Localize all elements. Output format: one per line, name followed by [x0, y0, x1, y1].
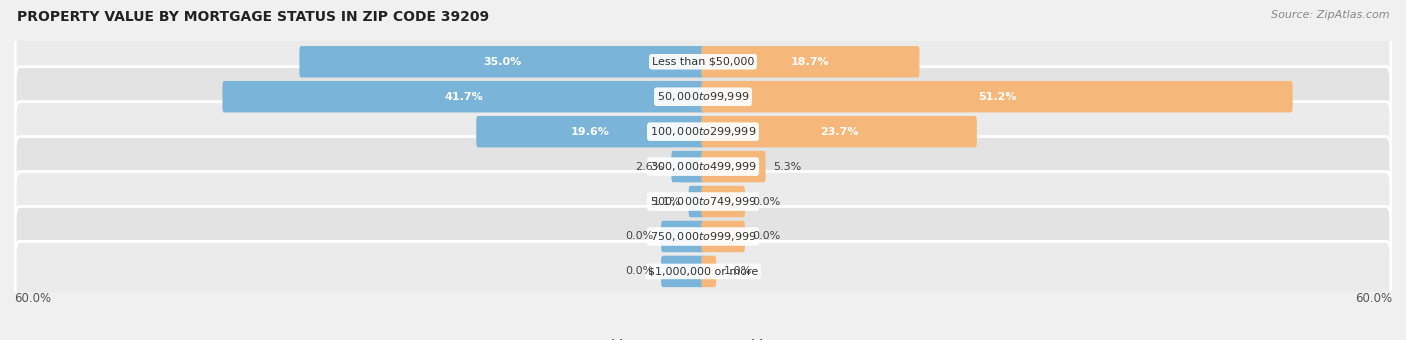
Text: 1.0%: 1.0% [724, 267, 752, 276]
Text: Source: ZipAtlas.com: Source: ZipAtlas.com [1271, 10, 1389, 20]
FancyBboxPatch shape [15, 171, 1391, 232]
FancyBboxPatch shape [702, 151, 766, 182]
Text: 60.0%: 60.0% [1355, 292, 1392, 305]
Text: 35.0%: 35.0% [482, 57, 522, 67]
Text: 0.0%: 0.0% [752, 197, 780, 206]
FancyBboxPatch shape [15, 206, 1391, 267]
Text: 5.3%: 5.3% [773, 162, 801, 172]
Text: 41.7%: 41.7% [444, 92, 484, 102]
FancyBboxPatch shape [702, 116, 977, 147]
Text: $300,000 to $499,999: $300,000 to $499,999 [650, 160, 756, 173]
FancyBboxPatch shape [702, 221, 745, 252]
FancyBboxPatch shape [15, 102, 1391, 162]
FancyBboxPatch shape [222, 81, 704, 113]
FancyBboxPatch shape [702, 256, 716, 287]
Text: Less than $50,000: Less than $50,000 [652, 57, 754, 67]
FancyBboxPatch shape [702, 186, 745, 217]
Text: 51.2%: 51.2% [977, 92, 1017, 102]
FancyBboxPatch shape [15, 67, 1391, 127]
Text: 18.7%: 18.7% [792, 57, 830, 67]
FancyBboxPatch shape [15, 241, 1391, 302]
Text: $100,000 to $299,999: $100,000 to $299,999 [650, 125, 756, 138]
FancyBboxPatch shape [689, 186, 704, 217]
Text: $1,000,000 or more: $1,000,000 or more [648, 267, 758, 276]
FancyBboxPatch shape [299, 46, 704, 78]
Legend: Without Mortgage, With Mortgage: Without Mortgage, With Mortgage [574, 335, 832, 340]
Text: $500,000 to $749,999: $500,000 to $749,999 [650, 195, 756, 208]
Text: $750,000 to $999,999: $750,000 to $999,999 [650, 230, 756, 243]
FancyBboxPatch shape [15, 137, 1391, 197]
Text: 1.1%: 1.1% [652, 197, 681, 206]
Text: 60.0%: 60.0% [14, 292, 51, 305]
Text: PROPERTY VALUE BY MORTGAGE STATUS IN ZIP CODE 39209: PROPERTY VALUE BY MORTGAGE STATUS IN ZIP… [17, 10, 489, 24]
FancyBboxPatch shape [661, 256, 704, 287]
FancyBboxPatch shape [477, 116, 704, 147]
FancyBboxPatch shape [15, 32, 1391, 92]
Text: 23.7%: 23.7% [820, 127, 858, 137]
FancyBboxPatch shape [702, 46, 920, 78]
Text: 2.6%: 2.6% [636, 162, 664, 172]
Text: 0.0%: 0.0% [752, 232, 780, 241]
Text: 0.0%: 0.0% [626, 267, 654, 276]
Text: 0.0%: 0.0% [626, 232, 654, 241]
Text: $50,000 to $99,999: $50,000 to $99,999 [657, 90, 749, 103]
FancyBboxPatch shape [672, 151, 704, 182]
FancyBboxPatch shape [702, 81, 1292, 113]
Text: 19.6%: 19.6% [571, 127, 610, 137]
FancyBboxPatch shape [661, 221, 704, 252]
